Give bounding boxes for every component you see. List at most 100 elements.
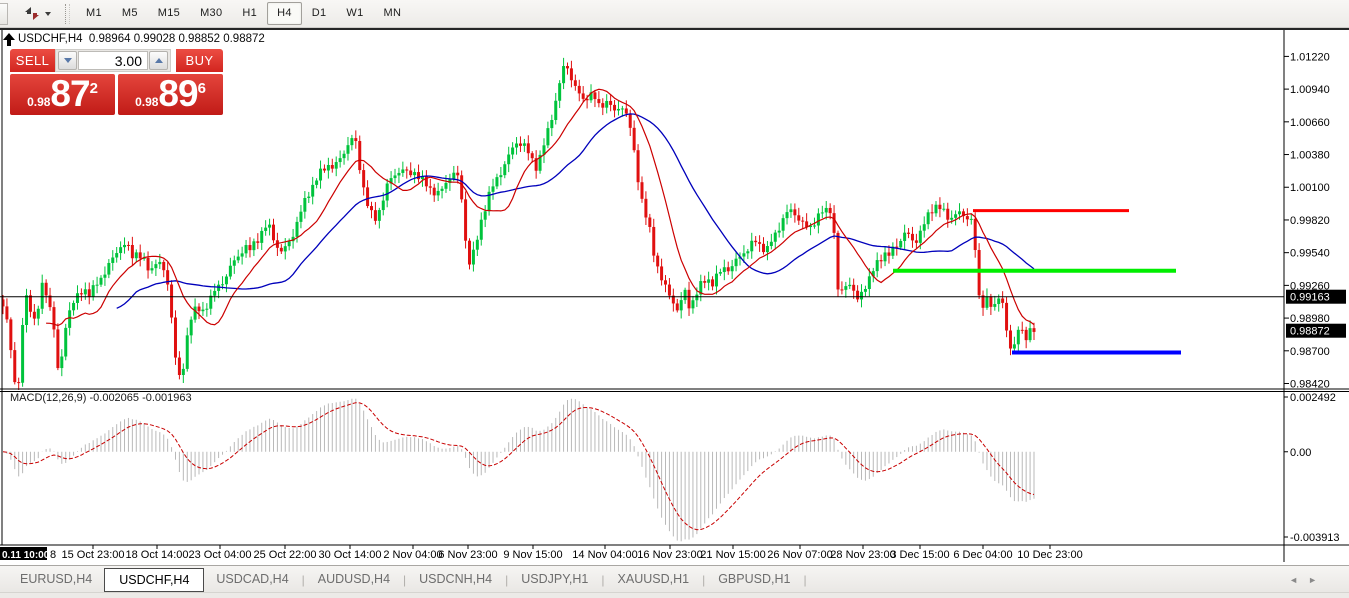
svg-text:28 Nov 23:00: 28 Nov 23:00 (830, 549, 895, 561)
svg-text:1.00940: 1.00940 (1290, 84, 1330, 96)
level-price-badge (1286, 289, 1346, 304)
toolbar-grip[interactable] (65, 3, 70, 24)
macd-name: MACD(12,26,9) (10, 392, 87, 404)
svg-text:0.99163: 0.99163 (1290, 292, 1330, 304)
quantity-increase-button[interactable] (149, 51, 168, 70)
svg-text:25 Oct 22:00: 25 Oct 22:00 (254, 549, 317, 561)
svg-text:-0.003913: -0.003913 (1290, 532, 1340, 544)
tabs-scroll-left-button[interactable]: ◄ (1289, 574, 1299, 585)
timeframe-button-w1[interactable]: W1 (346, 7, 364, 19)
toolbar: M1 M5 M15 M30 H1 H4 D1 W1 MN (0, 0, 1349, 28)
new-order-button[interactable] (20, 3, 55, 25)
caret-up-icon (154, 58, 163, 63)
svg-text:1.01220: 1.01220 (1290, 51, 1330, 63)
sell-price-display[interactable]: 0.98 87 2 (10, 74, 115, 115)
timeframe-toolbar: M1 M5 M15 M30 H1 H4 D1 W1 MN (76, 2, 411, 25)
svg-text:10 Dec 23:00: 10 Dec 23:00 (1017, 549, 1082, 561)
tab-separator: | (301, 572, 305, 587)
svg-text:6 Dec 04:00: 6 Dec 04:00 (953, 549, 1012, 561)
caret-down-icon (63, 58, 72, 63)
timeframe-button-m30[interactable]: M30 (200, 7, 223, 19)
svg-text:0.98420: 0.98420 (1290, 379, 1330, 391)
quantity-value[interactable]: 3.00 (78, 51, 148, 70)
horizontal-lines-layer (0, 209, 1284, 355)
svg-text:0.99820: 0.99820 (1290, 215, 1330, 227)
svg-text:8: 8 (50, 549, 56, 561)
svg-text:26 Nov 07:00: 26 Nov 07:00 (767, 549, 832, 561)
tab-separator: | (702, 572, 706, 587)
timeframe-button-m1[interactable]: M1 (86, 7, 102, 19)
clipped-toolbar-button[interactable] (0, 2, 8, 25)
macd-signal-line (2, 402, 1035, 531)
timeframe-button-m15[interactable]: M15 (157, 7, 181, 19)
svg-text:14 Nov 04:00: 14 Nov 04:00 (572, 549, 637, 561)
sell-price-big: 87 (50, 73, 90, 114)
svg-text:0.98700: 0.98700 (1290, 346, 1330, 358)
tab-separator: | (803, 572, 807, 587)
tab-audusd-h4[interactable]: AUDUSD,H4 (317, 572, 391, 586)
svg-text:1.00380: 1.00380 (1290, 150, 1330, 162)
macd-layer (2, 398, 1035, 542)
svg-text:2 Nov 04:00: 2 Nov 04:00 (383, 549, 442, 561)
svg-text:1.00660: 1.00660 (1290, 117, 1330, 129)
chart-shift-arrow-icon (3, 33, 15, 46)
current-price-badge (1286, 323, 1346, 338)
svg-text:15 Oct 23:00: 15 Oct 23:00 (62, 549, 125, 561)
timeframe-button-mn[interactable]: MN (383, 7, 402, 19)
price-axis[interactable]: 1.01220 1.00940 1.00660 1.00380 1.00100 0.998… (1284, 51, 1346, 391)
quantity-decrease-button[interactable] (58, 51, 77, 70)
buy-price-big: 89 (158, 73, 198, 114)
tab-scroll-arrows: ◄ ► (1289, 566, 1317, 593)
tab-xauusd-h1[interactable]: XAUUSD,H1 (617, 572, 690, 586)
svg-text:0.00: 0.00 (1290, 447, 1311, 459)
tab-separator: | (601, 572, 605, 587)
crosshair-time-badge (0, 547, 47, 560)
timeframe-button-h1[interactable]: H1 (242, 7, 258, 19)
macd-main-value: -0.002065 (89, 392, 140, 404)
svg-text:16 Nov 23:00: 16 Nov 23:00 (637, 549, 702, 561)
tab-usdchf-h4[interactable]: USDCHF,H4 (104, 567, 205, 592)
chart-title: USDCHF,H4 0.98964 0.99028 0.98852 0.9887… (18, 33, 265, 45)
macd-axis[interactable]: 0.002492 0.00 -0.003913 (1284, 392, 1340, 544)
tab-gbpusd-h1[interactable]: GBPUSD,H1 (718, 572, 791, 586)
tabs-scroll-right-button[interactable]: ► (1308, 574, 1317, 585)
moving-averages-layer (46, 88, 1035, 327)
chart-tab-bar: EURUSD,H4 USDCHF,H4 USDCAD,H4 | AUDUSD,H4 | US… (0, 565, 1349, 593)
timeframe-button-h4[interactable]: H4 (267, 2, 302, 25)
buy-price-prefix: 0.98 (135, 95, 159, 109)
ma-fast-line (46, 88, 1035, 327)
timeframe-button-d1[interactable]: D1 (311, 7, 327, 19)
tab-separator: | (505, 572, 509, 587)
svg-text:0.98872: 0.98872 (1290, 326, 1330, 338)
timeframe-button-m5[interactable]: M5 (121, 7, 138, 19)
sell-price-prefix: 0.98 (27, 95, 51, 109)
quantity-stepper: 3.00 (55, 49, 171, 72)
macd-indicator-label: MACD(12,26,9) -0.002065 -0.001963 (10, 392, 192, 404)
sell-button[interactable]: SELL (10, 49, 55, 72)
tab-eurusd-h4[interactable]: EURUSD,H4 (20, 572, 93, 586)
chart-tabs: EURUSD,H4 USDCHF,H4 USDCAD,H4 | AUDUSD,H4 | US… (0, 566, 808, 593)
chart-frame (0, 30, 1349, 562)
svg-text:0.99540: 0.99540 (1290, 248, 1330, 260)
tab-usdcnh-h4[interactable]: USDCNH,H4 (419, 572, 493, 586)
chevron-down-icon (45, 11, 51, 16)
time-axis[interactable]: 15 Oct 23:00 18 Oct 14:00 23 Oct 04:00 25 O… (0, 545, 1083, 561)
svg-text:23 Oct 04:00: 23 Oct 04:00 (189, 549, 252, 561)
buy-price-sup: 6 (197, 80, 206, 97)
svg-text:18 Oct 14:00: 18 Oct 14:00 (126, 549, 189, 561)
tab-usdcad-h4[interactable]: USDCAD,H4 (216, 572, 289, 586)
svg-text:0.11 10:00: 0.11 10:00 (2, 550, 50, 561)
chart-window-top-border (0, 28, 1349, 30)
price-chart[interactable]: 1.01220 1.00940 1.00660 1.00380 1.00100 0.998… (0, 30, 1349, 565)
svg-text:0.99260: 0.99260 (1290, 280, 1330, 292)
buy-button[interactable]: BUY (176, 49, 223, 72)
tab-usdjpy-h1[interactable]: USDJPY,H1 (521, 572, 589, 586)
tab-separator: | (403, 572, 407, 587)
ma-slow-line (116, 113, 1035, 309)
svg-text:30 Oct 14:00: 30 Oct 14:00 (319, 549, 382, 561)
buy-price-display[interactable]: 0.98 89 6 (118, 74, 223, 115)
svg-text:21 Nov 15:00: 21 Nov 15:00 (700, 549, 765, 561)
svg-text:0.98980: 0.98980 (1290, 313, 1330, 325)
status-bar (0, 592, 1349, 598)
